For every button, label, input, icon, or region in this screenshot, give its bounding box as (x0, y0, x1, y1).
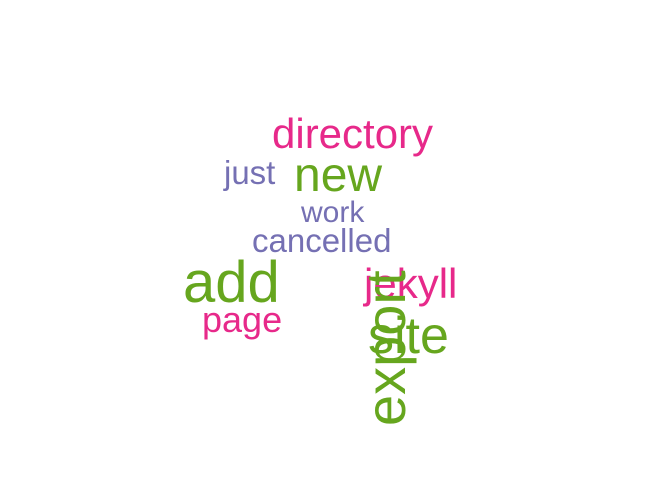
word-site: site (368, 307, 449, 365)
word-new: new (294, 149, 383, 202)
word-cancelled: cancelled (252, 222, 392, 259)
word-just: just (224, 154, 276, 191)
word-add: add (183, 250, 280, 315)
word-page: page (202, 299, 283, 340)
word-work: work (301, 196, 365, 229)
word-export: export (354, 270, 417, 426)
word-jekyll: jekyll (364, 260, 458, 307)
word-directory: directory (272, 110, 434, 157)
